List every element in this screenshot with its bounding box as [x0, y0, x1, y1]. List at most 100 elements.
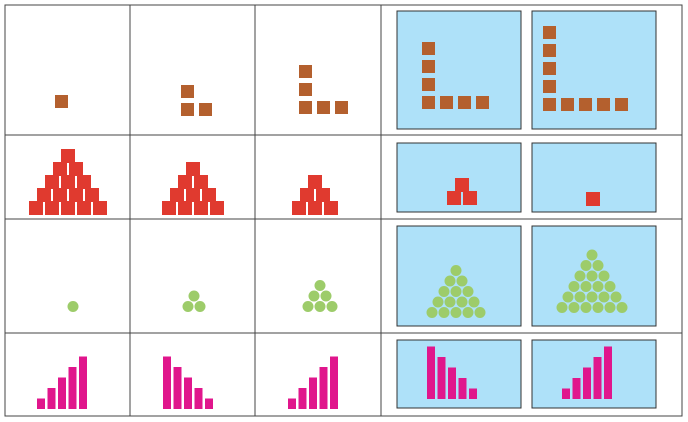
- green-circle: [568, 281, 580, 292]
- red-square: [194, 201, 208, 215]
- magenta-bar: [68, 367, 77, 409]
- green-circle: [592, 260, 604, 271]
- sequence-cell-row2-1: [29, 149, 107, 215]
- magenta-bar: [37, 398, 45, 409]
- green-circle: [468, 296, 480, 308]
- red-square: [447, 191, 461, 205]
- brown-square: [55, 95, 68, 108]
- brown-square: [440, 96, 453, 109]
- sequence-cell-row4-3: [288, 356, 338, 409]
- green-circle: [592, 302, 604, 313]
- option-row3-2: [556, 249, 628, 313]
- green-circle: [616, 302, 628, 313]
- brown-square: [422, 78, 435, 91]
- red-square: [178, 201, 192, 215]
- sequence-cell-row4-2: [163, 356, 213, 409]
- brown-square: [543, 98, 556, 111]
- green-circle: [598, 291, 610, 303]
- red-square: [300, 188, 314, 202]
- green-circle: [67, 301, 79, 312]
- option-box-row1-1: [396, 10, 522, 130]
- green-circle: [562, 291, 574, 303]
- red-square: [77, 201, 91, 215]
- green-circle: [194, 301, 206, 312]
- red-square: [93, 201, 107, 215]
- brown-square: [422, 60, 435, 73]
- red-square: [455, 178, 469, 192]
- red-square: [292, 201, 306, 215]
- grid-lines: [4, 4, 683, 417]
- green-circle: [444, 275, 456, 287]
- red-square: [53, 162, 67, 176]
- magenta-bar: [58, 377, 66, 409]
- magenta-bar: [562, 388, 570, 399]
- option-row1-1: [422, 42, 489, 109]
- brown-square: [476, 96, 489, 109]
- brown-square: [299, 101, 312, 114]
- option-row4-2: [562, 346, 612, 399]
- green-circle: [462, 307, 474, 318]
- green-circle: [426, 307, 438, 318]
- green-circle: [450, 307, 462, 318]
- green-circle: [462, 286, 474, 297]
- green-circle: [568, 302, 580, 313]
- red-square: [61, 175, 75, 189]
- red-square: [202, 188, 216, 202]
- brown-square: [299, 65, 312, 78]
- magenta-bar: [593, 357, 602, 399]
- green-circle: [314, 280, 326, 291]
- brown-square: [597, 98, 610, 111]
- green-circle: [320, 290, 332, 302]
- brown-square: [561, 98, 574, 111]
- magenta-bar: [309, 377, 317, 409]
- magenta-bar: [319, 367, 328, 409]
- sequence-cell-row2-2: [162, 162, 224, 215]
- brown-square: [181, 103, 194, 116]
- brown-square: [317, 101, 330, 114]
- magenta-bar: [288, 398, 296, 409]
- grid-outer-border: [4, 4, 683, 417]
- brown-square: [579, 98, 592, 111]
- green-circle: [438, 286, 450, 297]
- option-row1-2: [543, 26, 628, 111]
- brown-square: [199, 103, 212, 116]
- red-square: [85, 188, 99, 202]
- brown-square: [458, 96, 471, 109]
- red-square: [61, 201, 75, 215]
- green-circle: [326, 301, 338, 312]
- red-square: [77, 175, 91, 189]
- red-square: [45, 201, 59, 215]
- brown-square: [543, 26, 556, 39]
- brown-square: [543, 80, 556, 93]
- green-circle: [580, 281, 592, 292]
- green-circle: [474, 307, 486, 318]
- sequence-cell-row4-1: [37, 356, 87, 409]
- red-square: [308, 201, 322, 215]
- option-row2-2: [586, 192, 600, 206]
- brown-square: [422, 96, 435, 109]
- green-circle: [308, 290, 320, 302]
- magenta-bar: [173, 367, 182, 409]
- green-circle: [450, 286, 462, 297]
- magenta-bar: [448, 367, 456, 399]
- magenta-bar: [194, 388, 203, 409]
- red-square: [324, 201, 338, 215]
- magenta-bar: [572, 378, 581, 399]
- green-circle: [438, 307, 450, 318]
- red-square: [69, 162, 83, 176]
- magenta-bar: [604, 346, 612, 399]
- green-circle: [314, 301, 326, 312]
- brown-square: [422, 42, 435, 55]
- green-circle: [586, 270, 598, 282]
- green-circle: [456, 296, 468, 308]
- red-square: [29, 201, 43, 215]
- red-square: [69, 188, 83, 202]
- green-circle: [598, 270, 610, 282]
- option-row2-1: [447, 178, 477, 205]
- magenta-bar: [583, 367, 591, 399]
- magenta-bar: [437, 357, 446, 399]
- red-square: [586, 192, 600, 206]
- red-square: [162, 201, 176, 215]
- green-circle: [302, 301, 314, 312]
- sequence-cell-row3-2: [182, 290, 206, 312]
